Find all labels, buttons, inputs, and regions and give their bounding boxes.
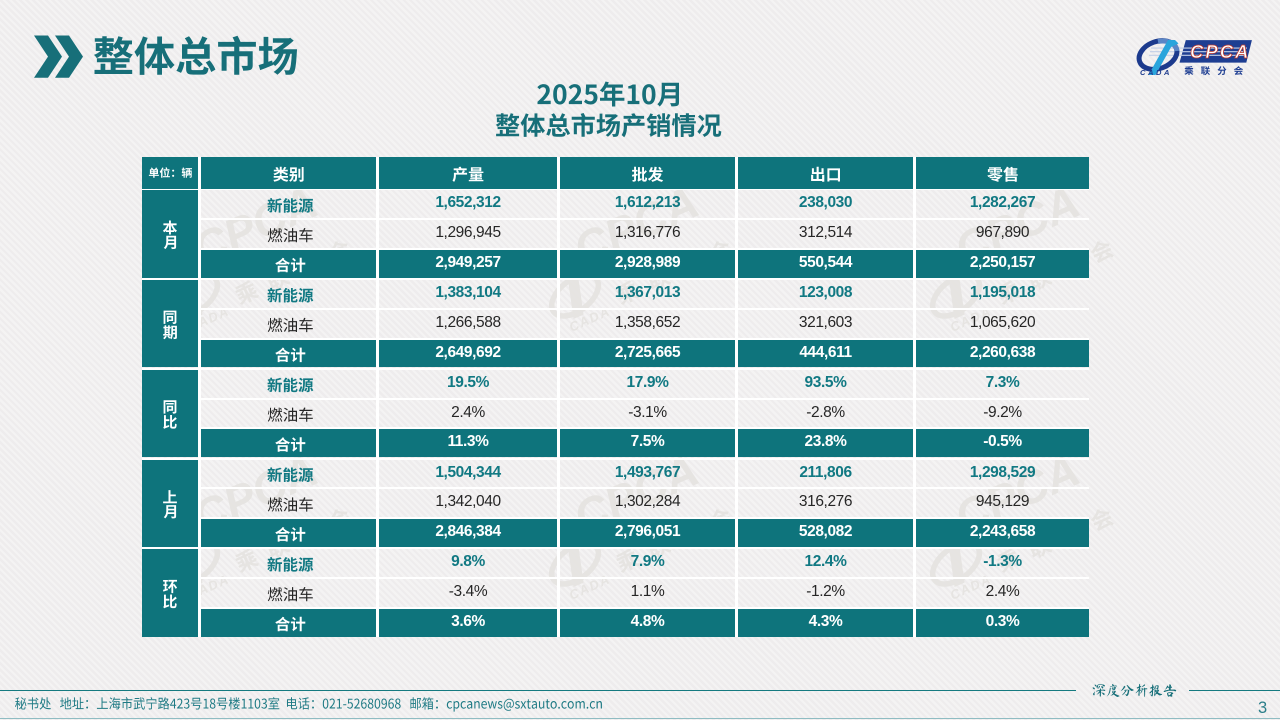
svg-text:CPCA: CPCA — [1190, 41, 1250, 62]
svg-text:CADA: CADA — [1140, 68, 1172, 77]
